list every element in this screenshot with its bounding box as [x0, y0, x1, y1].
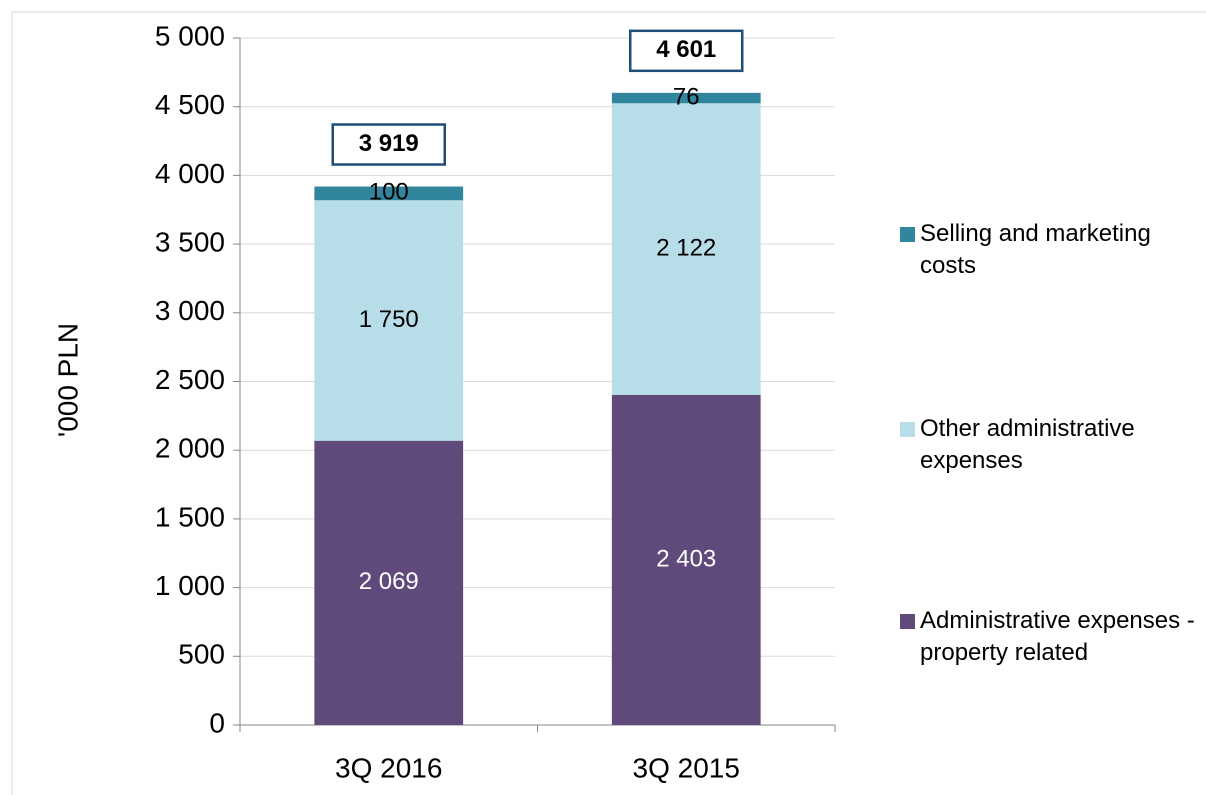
total-label: 3 919	[359, 130, 419, 157]
legend-line: Other administrative	[920, 415, 1141, 442]
y-tick-label: 2 000	[155, 433, 225, 464]
legend-line: Administrative expenses -	[920, 607, 1201, 634]
legend-line: Selling and marketing	[920, 220, 1157, 247]
y-tick-label: 4 500	[155, 89, 225, 120]
y-axis-title: '000 PLN	[52, 323, 83, 437]
total-box	[331, 123, 446, 166]
bar-segment	[314, 186, 464, 201]
data-label: 100	[369, 179, 409, 206]
y-tick-label: 500	[178, 639, 225, 670]
legend-label: Selling and marketing costs	[920, 220, 1157, 279]
legend-swatch	[900, 422, 915, 437]
legend-line: property related	[920, 639, 1088, 666]
data-label: 2 403	[656, 545, 716, 572]
y-tick-label: 4 000	[155, 158, 225, 189]
bar-segment	[611, 394, 761, 725]
bar-segment	[314, 200, 464, 441]
legend-label: Administrative expenses - property relat…	[920, 607, 1201, 666]
legend-swatch	[900, 227, 915, 242]
data-label: 2 069	[359, 568, 419, 595]
y-tick-label: 1 000	[155, 570, 225, 601]
y-tick-label: 0	[209, 707, 225, 738]
data-label: 1 750	[359, 306, 419, 333]
data-label: 2 122	[656, 234, 716, 261]
bar-segment	[611, 103, 761, 395]
x-tick-label: 3Q 2015	[633, 752, 740, 783]
legend-swatch	[900, 614, 915, 629]
legend-label: Other administrative expenses	[920, 415, 1141, 474]
legend-line: expenses	[920, 447, 1023, 474]
y-tick-label: 1 500	[155, 501, 225, 532]
total-box	[629, 29, 744, 73]
data-label: 76	[673, 83, 700, 110]
y-tick-label: 2 500	[155, 364, 225, 395]
y-tick-label: 3 500	[155, 226, 225, 257]
legend-line: costs	[920, 252, 976, 279]
y-tick-label: 3 000	[155, 295, 225, 326]
y-tick-label: 5 000	[155, 20, 225, 51]
x-tick-label: 3Q 2016	[335, 752, 442, 783]
bar-segment	[611, 92, 761, 104]
bar-segment	[314, 440, 464, 725]
total-label: 4 601	[656, 36, 716, 63]
